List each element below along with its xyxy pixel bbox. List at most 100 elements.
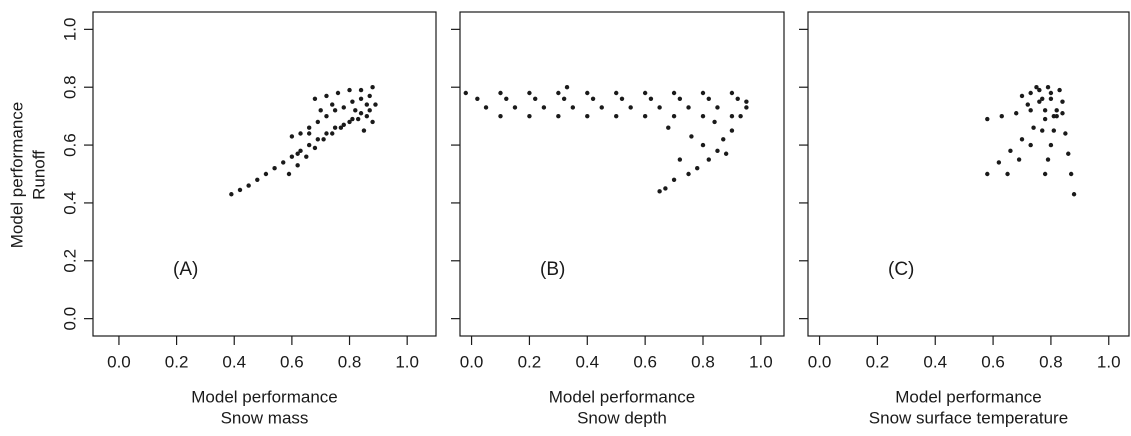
point (355, 116, 361, 122)
point (1071, 192, 1077, 197)
point (1042, 116, 1048, 122)
point (1014, 111, 1019, 116)
point (289, 154, 295, 159)
point (744, 99, 749, 104)
point (706, 96, 711, 101)
point (255, 177, 260, 182)
point (321, 137, 326, 142)
x-label: Snow depth (577, 408, 667, 427)
point (561, 96, 567, 101)
point (332, 108, 338, 113)
point (1028, 142, 1033, 148)
point (338, 125, 344, 130)
point (712, 119, 717, 125)
point (306, 131, 312, 136)
point (1008, 148, 1013, 154)
x-tick-label: 0.6 (280, 352, 304, 371)
point (1045, 85, 1051, 90)
point (744, 105, 749, 110)
point (324, 113, 329, 119)
y-label: Runoff (29, 150, 48, 200)
point (335, 90, 341, 96)
point (1063, 131, 1068, 136)
point (677, 96, 683, 101)
x-tick-label: 0.2 (165, 352, 189, 371)
point (700, 90, 706, 96)
point (358, 87, 364, 93)
point (999, 113, 1004, 119)
point (619, 96, 625, 101)
point (367, 108, 372, 113)
point (358, 96, 364, 101)
point (295, 151, 300, 156)
point (364, 102, 370, 107)
x-tick-label: 0.6 (633, 352, 657, 371)
point (298, 148, 303, 154)
point (738, 113, 743, 119)
point (533, 96, 538, 101)
point (648, 96, 654, 101)
point (599, 105, 604, 110)
point (306, 142, 312, 148)
point (373, 102, 378, 107)
point (1040, 96, 1045, 101)
point (700, 113, 706, 119)
x-label: Model performance (549, 387, 695, 406)
point (1045, 157, 1051, 162)
point (642, 113, 648, 119)
point (657, 189, 662, 194)
point (295, 163, 300, 168)
point (628, 105, 633, 110)
point (1048, 96, 1054, 101)
point (364, 113, 370, 119)
point (341, 122, 346, 128)
point (735, 96, 740, 101)
point (312, 96, 318, 101)
plot-frame (459, 11, 785, 337)
point (1028, 90, 1033, 96)
y-tick-label: 0.6 (60, 133, 79, 157)
point (246, 183, 251, 188)
point (463, 90, 468, 96)
plot-frame (92, 11, 437, 337)
x-tick-label: 0.2 (866, 352, 890, 371)
point (350, 99, 355, 104)
point (715, 148, 720, 154)
x-tick-label: 0.0 (808, 352, 832, 371)
point (347, 119, 352, 125)
y-label: Model performance (7, 102, 26, 248)
point (1060, 99, 1065, 104)
point (985, 171, 990, 177)
point (1019, 93, 1025, 99)
point (318, 108, 323, 113)
point (721, 137, 726, 142)
plot-frame (807, 11, 1130, 337)
point (281, 160, 286, 165)
point (475, 96, 480, 101)
point (324, 131, 329, 136)
point (237, 187, 243, 193)
point (614, 90, 619, 96)
y-tick-label: 0.8 (60, 75, 79, 99)
point (1005, 171, 1010, 177)
point (263, 171, 269, 177)
point (1040, 128, 1045, 133)
point (370, 85, 375, 90)
point (353, 108, 358, 113)
point (671, 113, 677, 119)
panel-annotation: (C) (888, 259, 914, 280)
point (315, 137, 321, 142)
point (483, 105, 489, 110)
point (341, 105, 346, 110)
point (1066, 151, 1071, 156)
point (1031, 125, 1036, 130)
point (556, 90, 561, 96)
x-label: Model performance (895, 387, 1041, 406)
point (330, 131, 335, 136)
x-tick-label: 0.0 (107, 352, 131, 371)
point (1051, 128, 1057, 133)
point (1057, 87, 1062, 93)
point (614, 113, 619, 119)
point (498, 113, 503, 119)
point (689, 134, 694, 139)
